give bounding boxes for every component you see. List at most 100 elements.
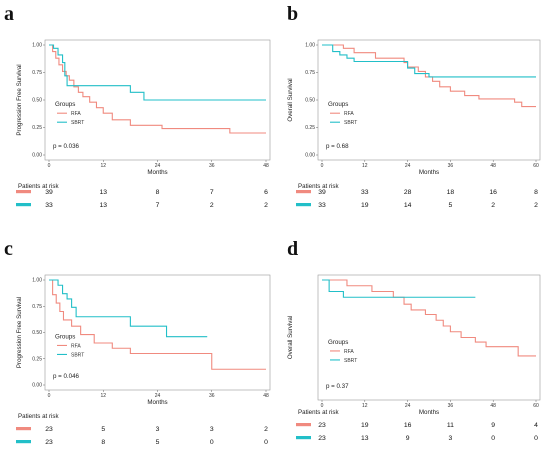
x-axis-title: Months — [419, 409, 439, 416]
x-tick-label: 0 — [48, 393, 51, 399]
legend-label-rfa: RFA — [71, 343, 81, 349]
km-curve-rfa — [49, 44, 266, 134]
y-tick-label: 0.75 — [32, 70, 42, 76]
risk-count: 8 — [101, 439, 105, 446]
y-tick-label: 0.00 — [32, 383, 42, 389]
x-axis-title: Months — [419, 169, 439, 176]
legend-label-rfa: RFA — [344, 111, 354, 117]
x-tick-label: 48 — [490, 403, 496, 409]
panel-letter: a — [4, 3, 14, 25]
y-tick-label: 0.50 — [32, 330, 42, 336]
y-axis-title: Overall Survival — [287, 78, 294, 121]
risk-count: 0 — [491, 435, 495, 442]
panel-d: d 0 12 24 36 48 60 Months Overall Survival Groups… — [287, 238, 541, 442]
legend-title: Groups — [55, 333, 75, 340]
risk-key-rfa — [16, 190, 31, 194]
x-tick-label: 12 — [362, 403, 368, 409]
p-value: p = 0.046 — [53, 373, 80, 380]
x-tick-label: 0 — [321, 163, 324, 169]
km-curve-rfa — [49, 279, 266, 370]
panel-c: c 0.00 0.25 0.50 0.75 1.00 0 12 24 36 48 Months Prog… — [4, 238, 271, 446]
risk-key-sbrt — [16, 440, 31, 444]
km-curve-sbrt — [49, 279, 208, 338]
risk-count: 13 — [99, 202, 107, 209]
x-tick-label: 36 — [209, 393, 215, 399]
risk-count: 23 — [45, 439, 53, 446]
panel-a: a 0.00 0.25 0.50 0.75 1.00 0 12 24 36 48 Months Prog… — [4, 3, 271, 209]
risk-count: 5 — [156, 439, 160, 446]
risk-count: 0 — [264, 439, 268, 446]
panel-letter: d — [287, 238, 298, 260]
x-tick-label: 24 — [405, 403, 411, 409]
legend-title: Groups — [55, 101, 75, 108]
risk-count: 23 — [318, 422, 326, 429]
risk-count: 3 — [449, 435, 453, 442]
risk-table-title: Patients at risk — [18, 413, 59, 420]
x-tick-label: 0 — [321, 403, 324, 409]
risk-count: 19 — [361, 202, 369, 209]
risk-table-title: Patients at risk — [298, 409, 339, 416]
risk-count: 0 — [534, 435, 538, 442]
risk-count: 5 — [449, 202, 453, 209]
y-tick-label: 0.25 — [32, 125, 42, 131]
risk-key-sbrt — [296, 203, 311, 207]
x-tick-label: 36 — [448, 403, 454, 409]
risk-count: 39 — [45, 189, 53, 196]
risk-count: 6 — [264, 189, 268, 196]
p-value: p = 0.036 — [53, 143, 80, 150]
risk-count: 9 — [406, 435, 410, 442]
plot-frame — [317, 274, 541, 401]
x-tick-label: 60 — [533, 163, 539, 169]
km-curve-sbrt — [322, 44, 536, 78]
x-tick-label: 24 — [155, 393, 161, 399]
risk-count: 9 — [491, 422, 495, 429]
x-tick-label: 48 — [263, 163, 269, 169]
x-tick-label: 48 — [263, 393, 269, 399]
risk-count: 39 — [318, 189, 326, 196]
y-tick-label: 0.25 — [305, 125, 315, 131]
x-tick-label: 12 — [100, 163, 106, 169]
plot-frame — [44, 274, 271, 391]
y-axis-title: Progression Free Survival — [16, 297, 23, 368]
legend-label-sbrt: SBRT — [71, 352, 84, 358]
y-axis-title: Progression Free Survival — [16, 64, 23, 135]
y-tick-label: 0.00 — [305, 153, 315, 159]
risk-count: 2 — [491, 202, 495, 209]
risk-count: 7 — [210, 189, 214, 196]
risk-key-rfa — [296, 190, 311, 194]
y-tick-label: 0.75 — [305, 70, 315, 76]
risk-key-sbrt — [16, 203, 31, 207]
risk-count: 11 — [447, 422, 454, 429]
panel-letter: c — [4, 238, 13, 260]
risk-count: 4 — [534, 422, 538, 429]
risk-count: 16 — [489, 189, 497, 196]
y-tick-label: 0.00 — [32, 153, 42, 159]
risk-count: 16 — [404, 422, 412, 429]
p-value: p = 0.68 — [326, 143, 349, 150]
risk-count: 8 — [156, 189, 160, 196]
risk-key-rfa — [296, 423, 311, 427]
risk-key-sbrt — [296, 436, 311, 440]
risk-count: 3 — [210, 426, 214, 433]
y-tick-label: 0.75 — [32, 304, 42, 310]
risk-count: 13 — [99, 189, 107, 196]
x-tick-label: 0 — [48, 163, 51, 169]
risk-table-title: Patients at risk — [18, 183, 59, 190]
risk-count: 2 — [210, 202, 214, 209]
x-axis-title: Months — [147, 169, 167, 176]
risk-count: 23 — [45, 426, 53, 433]
km-curve-sbrt — [322, 279, 476, 298]
risk-key-rfa — [16, 427, 31, 431]
legend-label-sbrt: SBRT — [71, 120, 84, 126]
risk-count: 28 — [404, 189, 412, 196]
y-tick-label: 1.00 — [32, 43, 42, 49]
km-curve-rfa — [322, 279, 536, 357]
km-curve-sbrt — [49, 44, 266, 101]
y-tick-label: 0.25 — [32, 356, 42, 362]
risk-count: 18 — [447, 189, 455, 196]
risk-count: 2 — [264, 202, 268, 209]
risk-count: 0 — [210, 439, 214, 446]
risk-count: 33 — [45, 202, 53, 209]
y-tick-label: 1.00 — [32, 278, 42, 284]
